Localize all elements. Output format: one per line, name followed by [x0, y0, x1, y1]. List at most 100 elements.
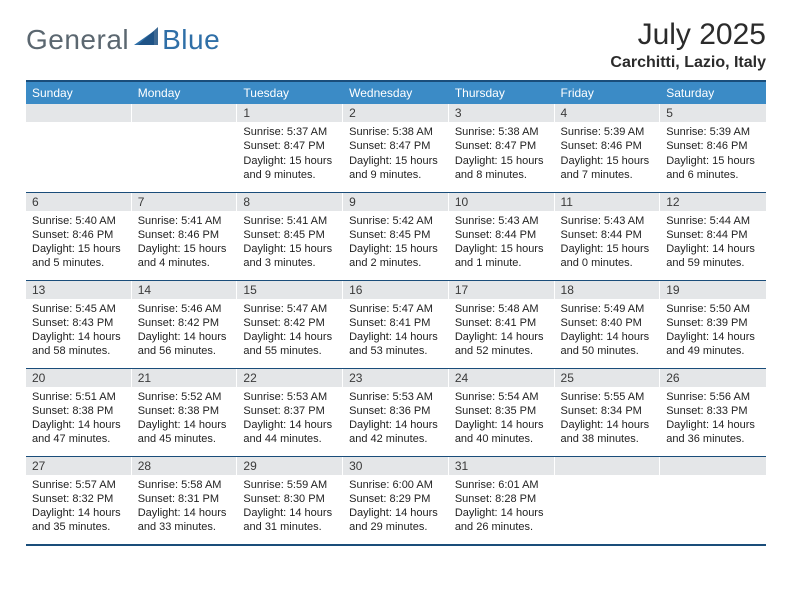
daylight-line: Daylight: 14 hours and 40 minutes.: [455, 418, 549, 447]
sunset-line: Sunset: 8:44 PM: [455, 228, 549, 242]
day-details: Sunrise: 5:47 AMSunset: 8:41 PMDaylight:…: [343, 299, 449, 363]
day-details: Sunrise: 5:48 AMSunset: 8:41 PMDaylight:…: [449, 299, 555, 363]
sunrise-line: Sunrise: 5:41 AM: [243, 214, 337, 228]
calendar-day-cell: 26Sunrise: 5:56 AMSunset: 8:33 PMDayligh…: [660, 368, 766, 456]
day-number: 27: [26, 457, 132, 475]
daylight-line: Daylight: 15 hours and 4 minutes.: [138, 242, 232, 271]
sunrise-line: Sunrise: 6:00 AM: [349, 478, 443, 492]
calendar-day-cell: [132, 104, 238, 192]
weekday-header: Thursday: [449, 82, 555, 104]
sunrise-line: Sunrise: 5:54 AM: [455, 390, 549, 404]
sunset-line: Sunset: 8:43 PM: [32, 316, 126, 330]
daylight-line: Daylight: 14 hours and 26 minutes.: [455, 506, 549, 535]
calendar-day-cell: 14Sunrise: 5:46 AMSunset: 8:42 PMDayligh…: [132, 280, 238, 368]
day-details: Sunrise: 5:44 AMSunset: 8:44 PMDaylight:…: [660, 211, 766, 275]
calendar-day-cell: 6Sunrise: 5:40 AMSunset: 8:46 PMDaylight…: [26, 192, 132, 280]
day-number: 30: [343, 457, 449, 475]
sunrise-line: Sunrise: 5:37 AM: [243, 125, 337, 139]
sunrise-line: Sunrise: 5:39 AM: [561, 125, 655, 139]
day-details: Sunrise: 5:43 AMSunset: 8:44 PMDaylight:…: [555, 211, 661, 275]
brand-logo: General Blue: [26, 24, 220, 56]
calendar-day-cell: 4Sunrise: 5:39 AMSunset: 8:46 PMDaylight…: [555, 104, 661, 192]
day-number: 19: [660, 281, 766, 299]
daylight-line: Daylight: 14 hours and 42 minutes.: [349, 418, 443, 447]
calendar-day-cell: 20Sunrise: 5:51 AMSunset: 8:38 PMDayligh…: [26, 368, 132, 456]
daylight-line: Daylight: 14 hours and 53 minutes.: [349, 330, 443, 359]
day-details: Sunrise: 5:59 AMSunset: 8:30 PMDaylight:…: [237, 475, 343, 539]
calendar-day-cell: 18Sunrise: 5:49 AMSunset: 8:40 PMDayligh…: [555, 280, 661, 368]
sunset-line: Sunset: 8:41 PM: [349, 316, 443, 330]
day-number: 17: [449, 281, 555, 299]
daylight-line: Daylight: 14 hours and 52 minutes.: [455, 330, 549, 359]
sunrise-line: Sunrise: 5:52 AM: [138, 390, 232, 404]
day-details: Sunrise: 6:01 AMSunset: 8:28 PMDaylight:…: [449, 475, 555, 539]
calendar-day-cell: 19Sunrise: 5:50 AMSunset: 8:39 PMDayligh…: [660, 280, 766, 368]
day-details: Sunrise: 5:53 AMSunset: 8:37 PMDaylight:…: [237, 387, 343, 451]
sunrise-line: Sunrise: 5:53 AM: [243, 390, 337, 404]
calendar-day-cell: 22Sunrise: 5:53 AMSunset: 8:37 PMDayligh…: [237, 368, 343, 456]
day-number: 13: [26, 281, 132, 299]
day-number: 24: [449, 369, 555, 387]
sunset-line: Sunset: 8:47 PM: [349, 139, 443, 153]
daylight-line: Daylight: 15 hours and 5 minutes.: [32, 242, 126, 271]
day-details: Sunrise: 5:41 AMSunset: 8:46 PMDaylight:…: [132, 211, 238, 275]
sunrise-line: Sunrise: 5:55 AM: [561, 390, 655, 404]
brand-text-blue: Blue: [162, 24, 220, 56]
sunset-line: Sunset: 8:47 PM: [243, 139, 337, 153]
day-details: Sunrise: 5:49 AMSunset: 8:40 PMDaylight:…: [555, 299, 661, 363]
daylight-line: Daylight: 14 hours and 58 minutes.: [32, 330, 126, 359]
sunrise-line: Sunrise: 5:43 AM: [561, 214, 655, 228]
title-block: July 2025 Carchitti, Lazio, Italy: [610, 18, 766, 72]
day-details: Sunrise: 5:53 AMSunset: 8:36 PMDaylight:…: [343, 387, 449, 451]
calendar-day-cell: 24Sunrise: 5:54 AMSunset: 8:35 PMDayligh…: [449, 368, 555, 456]
sunrise-line: Sunrise: 5:42 AM: [349, 214, 443, 228]
daylight-line: Daylight: 15 hours and 2 minutes.: [349, 242, 443, 271]
sunset-line: Sunset: 8:40 PM: [561, 316, 655, 330]
sunrise-line: Sunrise: 5:45 AM: [32, 302, 126, 316]
day-details: Sunrise: 5:40 AMSunset: 8:46 PMDaylight:…: [26, 211, 132, 275]
weekday-header: Friday: [555, 82, 661, 104]
sunset-line: Sunset: 8:45 PM: [349, 228, 443, 242]
day-number: 29: [237, 457, 343, 475]
calendar-day-cell: 10Sunrise: 5:43 AMSunset: 8:44 PMDayligh…: [449, 192, 555, 280]
weekday-header: Monday: [132, 82, 238, 104]
day-details: Sunrise: 5:56 AMSunset: 8:33 PMDaylight:…: [660, 387, 766, 451]
sunrise-line: Sunrise: 5:49 AM: [561, 302, 655, 316]
sunset-line: Sunset: 8:33 PM: [666, 404, 760, 418]
sunrise-line: Sunrise: 5:53 AM: [349, 390, 443, 404]
day-number: 26: [660, 369, 766, 387]
sunset-line: Sunset: 8:36 PM: [349, 404, 443, 418]
calendar-week-row: 27Sunrise: 5:57 AMSunset: 8:32 PMDayligh…: [26, 456, 766, 544]
day-number: 15: [237, 281, 343, 299]
day-details: Sunrise: 5:39 AMSunset: 8:46 PMDaylight:…: [660, 122, 766, 186]
weekday-row: SundayMondayTuesdayWednesdayThursdayFrid…: [26, 82, 766, 104]
sunrise-line: Sunrise: 5:47 AM: [243, 302, 337, 316]
day-details: Sunrise: 5:38 AMSunset: 8:47 PMDaylight:…: [449, 122, 555, 186]
day-number: 25: [555, 369, 661, 387]
calendar-day-cell: 15Sunrise: 5:47 AMSunset: 8:42 PMDayligh…: [237, 280, 343, 368]
day-number: 11: [555, 193, 661, 211]
weekday-header: Tuesday: [237, 82, 343, 104]
sunrise-line: Sunrise: 5:38 AM: [455, 125, 549, 139]
sunrise-line: Sunrise: 5:59 AM: [243, 478, 337, 492]
day-details: Sunrise: 5:55 AMSunset: 8:34 PMDaylight:…: [555, 387, 661, 451]
daylight-line: Daylight: 15 hours and 7 minutes.: [561, 154, 655, 183]
sunset-line: Sunset: 8:41 PM: [455, 316, 549, 330]
calendar-day-cell: 30Sunrise: 6:00 AMSunset: 8:29 PMDayligh…: [343, 456, 449, 544]
daylight-line: Daylight: 15 hours and 6 minutes.: [666, 154, 760, 183]
calendar-day-cell: 21Sunrise: 5:52 AMSunset: 8:38 PMDayligh…: [132, 368, 238, 456]
day-number: 6: [26, 193, 132, 211]
day-details: Sunrise: 5:39 AMSunset: 8:46 PMDaylight:…: [555, 122, 661, 186]
calendar-head: SundayMondayTuesdayWednesdayThursdayFrid…: [26, 82, 766, 104]
calendar-week-row: 6Sunrise: 5:40 AMSunset: 8:46 PMDaylight…: [26, 192, 766, 280]
calendar-day-cell: [660, 456, 766, 544]
daylight-line: Daylight: 14 hours and 35 minutes.: [32, 506, 126, 535]
day-details: Sunrise: 6:00 AMSunset: 8:29 PMDaylight:…: [343, 475, 449, 539]
sunrise-line: Sunrise: 5:48 AM: [455, 302, 549, 316]
brand-mark-icon: [134, 27, 160, 52]
day-number: 3: [449, 104, 555, 122]
daylight-line: Daylight: 14 hours and 59 minutes.: [666, 242, 760, 271]
daylight-line: Daylight: 15 hours and 3 minutes.: [243, 242, 337, 271]
day-details: Sunrise: 5:41 AMSunset: 8:45 PMDaylight:…: [237, 211, 343, 275]
day-details: Sunrise: 5:37 AMSunset: 8:47 PMDaylight:…: [237, 122, 343, 186]
